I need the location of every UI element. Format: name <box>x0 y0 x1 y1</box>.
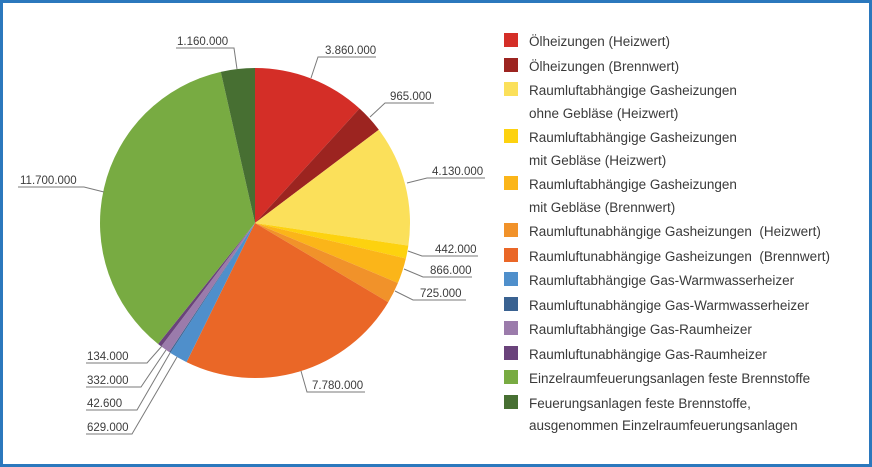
data-label-text: 4.130.000 <box>432 166 483 178</box>
leader-line <box>86 352 171 411</box>
leader-line <box>300 370 365 393</box>
data-label-gas-raumheizer-unabh: 134.000 <box>86 345 163 364</box>
legend-item-raumluftunabh-heizwert: Raumluftunabhängige Gasheizungen (Heizwe… <box>504 222 830 244</box>
pie-slice <box>255 223 406 283</box>
legend-item-gas-warmwasserheizer-abh: Raumluftabhängige Gas-Warmwasserheizer <box>504 271 830 293</box>
data-label-text: 1.160.000 <box>177 36 228 48</box>
pie-slice <box>186 223 389 379</box>
pie-slice <box>255 223 398 303</box>
data-label-text: 332.000 <box>87 375 129 387</box>
legend-label: Raumluftabhängige Gas-Warmwasserheizer <box>529 273 795 288</box>
legend-swatch <box>504 223 518 237</box>
legend-swatch <box>504 370 518 384</box>
pie-slice <box>255 129 410 246</box>
data-label-gas-raumheizer-abh: 332.000 <box>86 349 167 388</box>
legend-item-gas-mit-geblaese-brennwert: Raumluftabhängige Gasheizungen mit Geblä… <box>504 175 830 219</box>
leader-line <box>369 102 434 118</box>
data-label-gas-warmwasserheizer-abh: 629.000 <box>86 356 178 435</box>
leader-line <box>86 356 178 435</box>
data-label-oelheizungen-heizwert: 3.860.000 <box>310 45 376 79</box>
data-label-raumluftunabh-brennwert: 7.780.000 <box>300 370 365 393</box>
legend-label: Raumluftunabhängige Gasheizungen (Heizwe… <box>529 224 821 239</box>
legend-item-einzelraumfeuerung: Einzelraumfeuerungsanlagen feste Brennst… <box>504 369 830 391</box>
legend-label: Raumluftunabhängige Gasheizungen (Brennw… <box>529 248 830 264</box>
data-label-text: 442.000 <box>435 244 477 256</box>
legend-swatch <box>504 247 518 262</box>
legend-label: Raumluftunabhängige Gas-Raumheizer <box>529 346 767 362</box>
pie-slice <box>170 223 255 363</box>
legend-label: Feuerungsanlagen feste Brennstoffe, ausg… <box>529 395 798 434</box>
data-label-einzelraumfeuerung: 11.700.000 <box>18 175 105 193</box>
legend-item-gas-ohne-geblaese-heizwert: Raumluftabhängige Gasheizungen ohne Gebl… <box>504 81 830 125</box>
legend-swatch <box>504 176 518 190</box>
leader-line <box>406 177 485 184</box>
leader-line <box>86 349 167 388</box>
legend-item-gas-raumheizer-abh: Raumluftabhängige Gas-Raumheizer <box>504 320 830 342</box>
legend-item-raumluftunabh-brennwert: Raumluftunabhängige Gasheizungen (Brennw… <box>504 247 830 269</box>
legend-swatch <box>504 345 518 360</box>
legend-label: Raumluftabhängige Gas-Raumheizer <box>529 322 752 337</box>
legend-label: Raumluftabhängige Gasheizungen mit Geblä… <box>529 177 737 215</box>
data-label-text: 3.860.000 <box>325 45 376 57</box>
legend-item-oelheizungen-heizwert: Ölheizungen (Heizwert) <box>504 32 830 54</box>
data-label-text: 866.000 <box>430 265 472 277</box>
legend-swatch <box>504 321 518 335</box>
legend-label: Raumluftabhängige Gasheizungen ohne Gebl… <box>529 83 737 121</box>
leader-line <box>176 47 238 70</box>
legend-swatch <box>504 296 518 311</box>
legend-label: Ölheizungen (Heizwert) <box>529 34 671 49</box>
legend-swatch <box>504 272 518 286</box>
leader-line <box>394 290 466 301</box>
data-labels: 3.860.000 965.000 4.130.000 442.000 866.… <box>18 36 485 435</box>
data-label-oelheizungen-brennwert: 965.000 <box>369 91 434 118</box>
pie-slice <box>255 223 409 259</box>
leader-line <box>403 268 472 278</box>
data-label-text: 11.700.000 <box>20 175 77 187</box>
data-label-text: 7.780.000 <box>312 380 363 392</box>
data-label-text: 134.000 <box>87 351 129 363</box>
legend-label: Ölheizungen (Brennwert) <box>529 58 680 74</box>
pie-slice <box>161 223 255 353</box>
legend-swatch <box>504 57 518 72</box>
legend-item-oelheizungen-brennwert: Ölheizungen (Brennwert) <box>504 57 830 79</box>
legend-label: Raumluftabhängige Gasheizungen mit Geblä… <box>529 130 737 168</box>
pie-slice <box>255 68 360 223</box>
legend-item-gas-raumheizer-unabh: Raumluftunabhängige Gas-Raumheizer <box>504 345 830 367</box>
data-label-text: 42.600 <box>87 398 122 410</box>
data-label-raumluftunabh-heizwert: 725.000 <box>394 288 466 301</box>
leader-line <box>407 250 478 257</box>
legend-swatch <box>504 394 518 409</box>
legend-item-gas-warmwasserheizer-unabh: Raumluftunabhängige Gas-Warmwasserheizer <box>504 296 830 318</box>
data-label-text: 965.000 <box>390 91 432 103</box>
legend: Ölheizungen (Heizwert) Ölheizungen (Bren… <box>504 32 830 441</box>
legend-item-gas-mit-geblaese-heizwert: Raumluftabhängige Gasheizungen mit Geblä… <box>504 128 830 172</box>
data-label-gas-mit-geblaese-brennwert: 866.000 <box>403 265 472 278</box>
data-label-feuerungsanlagen: 1.160.000 <box>176 36 238 70</box>
data-label-gas-mit-geblaese-heizwert: 442.000 <box>407 244 478 257</box>
legend-label: Raumluftunabhängige Gas-Warmwasserheizer <box>529 297 810 313</box>
legend-swatch <box>504 33 518 47</box>
legend-swatch <box>504 82 518 96</box>
leader-line <box>86 345 163 364</box>
data-label-text: 629.000 <box>87 422 129 434</box>
leader-line <box>18 186 105 193</box>
pie-slice <box>220 68 255 223</box>
pie-slice <box>169 223 255 353</box>
pie-slice <box>255 108 379 223</box>
pie-slice <box>158 223 255 347</box>
data-label-gas-warmwasserheizer-unabh: 42.600 <box>86 352 171 411</box>
legend-item-feuerungsanlagen: Feuerungsanlagen feste Brennstoffe, ausg… <box>504 394 830 438</box>
leader-line <box>310 56 376 79</box>
pie-slices <box>100 68 410 379</box>
data-label-gas-ohne-geblaese-heizwert: 4.130.000 <box>406 166 485 184</box>
pie-slice <box>100 71 256 344</box>
legend-swatch <box>504 129 518 143</box>
legend-label: Einzelraumfeuerungsanlagen feste Brennst… <box>529 371 811 386</box>
data-label-text: 725.000 <box>420 288 462 300</box>
